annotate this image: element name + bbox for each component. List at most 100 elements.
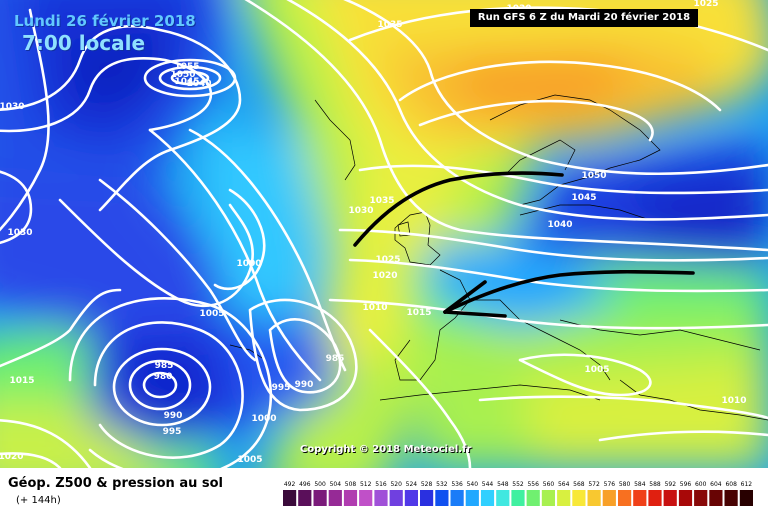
scale-level-label: 548	[497, 481, 509, 488]
scale-swatch	[678, 490, 693, 506]
pressure-label: 1020	[0, 452, 24, 462]
scale-swatch	[435, 490, 449, 506]
scale-swatch	[420, 490, 434, 506]
scale-swatch	[618, 490, 632, 506]
pressure-label: 1005	[237, 455, 262, 465]
scale-level-label: 588	[649, 481, 661, 488]
copyright-notice: Copyright © 2018 Meteociel.fr	[300, 444, 472, 455]
scale-swatch	[572, 490, 586, 506]
scale-level-label: 564	[558, 481, 570, 488]
weather-map: 1035103010251055105010451040103010301050…	[0, 0, 768, 468]
pressure-label: 1005	[199, 309, 224, 319]
scale-swatch	[328, 490, 342, 506]
pressure-label: 1015	[9, 376, 34, 386]
pressure-label: 990	[295, 380, 314, 390]
pressure-label: 1015	[406, 308, 431, 318]
pressure-label: 985	[155, 361, 174, 371]
pressure-label: 1025	[693, 0, 718, 9]
scale-level-label: 608	[725, 481, 737, 488]
scale-swatch	[298, 490, 312, 506]
pressure-label: 1045	[174, 77, 199, 87]
black-lines	[353, 171, 695, 318]
pressure-label: 1040	[186, 79, 211, 89]
pressure-label: 1010	[721, 396, 746, 406]
scale-swatch	[526, 490, 540, 506]
scale-swatch	[694, 490, 708, 506]
pressure-label: 1030	[0, 102, 25, 112]
pressure-label: 980	[154, 372, 173, 382]
scale-level-label: 540	[467, 481, 479, 488]
color-scale: 492 496 500 504 508 512 516 520 524 528 532 536 540 5…	[283, 481, 753, 506]
pressure-label: 1040	[547, 220, 572, 230]
pressure-label: 1025	[375, 255, 400, 265]
scale-level-label: 576	[604, 481, 616, 488]
scale-swatch	[359, 490, 373, 506]
pressure-label: 1055	[174, 62, 199, 72]
scale-swatch	[648, 490, 662, 506]
scale-swatch	[663, 490, 677, 506]
scale-level-label: 532	[436, 481, 448, 488]
pressure-label: 985	[326, 354, 345, 364]
pressure-label: 1030	[348, 206, 373, 216]
scale-swatch	[389, 490, 403, 506]
scale-swatch	[739, 490, 753, 506]
scale-swatch	[709, 490, 723, 506]
scale-swatch	[283, 490, 297, 506]
pressure-labels: 1035103010251055105010451040103010301050…	[0, 0, 747, 465]
pressure-label: 1000	[236, 259, 261, 269]
scale-level-label: 516	[375, 481, 387, 488]
scale-level-label: 592	[665, 481, 677, 488]
pressure-label: 995	[163, 427, 182, 437]
scale-swatch	[557, 490, 571, 506]
scale-swatch	[404, 490, 418, 506]
forecast-time: 7:00 locale	[22, 31, 146, 55]
legend-title: Géop. Z500 & pression au sol	[8, 476, 223, 491]
run-info: Run GFS 6 Z du Mardi 20 février 2018	[470, 9, 698, 27]
scale-level-label: 600	[695, 481, 707, 488]
scale-level-label: 536	[451, 481, 463, 488]
pressure-label: 1050	[170, 70, 195, 80]
scale-level-label: 604	[710, 481, 722, 488]
scale-swatch	[724, 490, 738, 506]
scale-swatch	[633, 490, 647, 506]
pressure-label: 1045	[571, 193, 596, 203]
scale-level-label: 552	[512, 481, 524, 488]
scale-swatch	[465, 490, 479, 506]
scale-swatch	[374, 490, 388, 506]
scale-level-label: 524	[406, 481, 418, 488]
scale-level-label: 520	[390, 481, 402, 488]
pressure-label: 1005	[584, 365, 609, 375]
scale-level-label: 580	[619, 481, 631, 488]
scale-level-label: 492	[284, 481, 296, 488]
pressure-label: 1050	[581, 171, 606, 181]
scale-level-label: 496	[299, 481, 311, 488]
scale-swatch	[313, 490, 327, 506]
scale-level-label: 556	[527, 481, 539, 488]
scale-level-label: 508	[345, 481, 357, 488]
scale-swatch	[496, 490, 510, 506]
scale-swatch	[343, 490, 358, 506]
isobars	[0, 0, 768, 468]
forecast-date: Lundi 26 février 2018	[14, 12, 196, 30]
scale-swatch	[587, 490, 601, 506]
scale-level-label: 572	[588, 481, 600, 488]
scale-level-label: 544	[482, 481, 494, 488]
scale-level-label: 560	[543, 481, 555, 488]
pressure-label: 1010	[362, 303, 387, 313]
map-canvas: 1035103010251055105010451040103010301050…	[0, 0, 768, 468]
legend-bar: Géop. Z500 & pression au sol (+ 144h) 49…	[0, 468, 768, 512]
scale-swatch	[450, 490, 464, 506]
pressure-label: 1035	[369, 196, 394, 206]
scale-swatch	[511, 490, 525, 506]
scale-level-label: 596	[680, 481, 692, 488]
pressure-label: 1035	[377, 20, 402, 30]
scale-swatch	[480, 490, 495, 506]
pressure-label: 1000	[251, 414, 276, 424]
scale-level-label: 612	[741, 481, 753, 488]
scale-level-label: 568	[573, 481, 585, 488]
pressure-label: 1030	[7, 228, 32, 238]
scale-level-label: 584	[634, 481, 646, 488]
scale-swatch	[541, 490, 555, 506]
scale-level-label: 528	[421, 481, 433, 488]
scale-level-label: 500	[314, 481, 326, 488]
